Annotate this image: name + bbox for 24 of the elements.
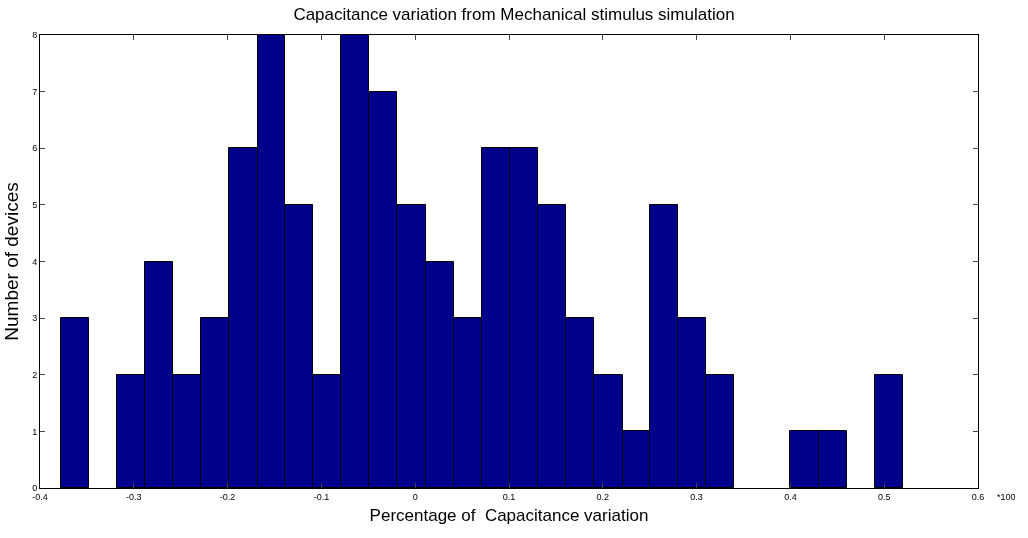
y-tick-label: 6 [32, 143, 38, 154]
x-tick-label: 0.1 [502, 491, 516, 502]
x-tick-label: 0.6 [971, 491, 985, 502]
x-tick-label: 0.2 [596, 491, 610, 502]
y-tick-label: 0 [32, 483, 38, 494]
x-tick-label: 0.3 [690, 491, 703, 502]
x-tick-label: -0.1 [313, 491, 330, 502]
y-tick-label: 5 [32, 200, 38, 211]
x-tick-label: 0 [412, 491, 418, 502]
y-axis-title: Number of devices [1, 182, 23, 341]
chart-title: Capacitance variation from Mechanical stimulus simulation [293, 4, 735, 24]
x-tick-label: -0.2 [219, 491, 236, 502]
x-tick-label: -0.3 [126, 491, 142, 502]
x-axis-title: Percentage of Capacitance variation [369, 506, 649, 526]
text: *100 [997, 492, 1016, 502]
x-tick-label: 0.4 [784, 491, 797, 502]
x-tick-label: 0.5 [877, 491, 891, 502]
y-tick-label: 3 [32, 313, 38, 324]
y-tick-label: 4 [32, 256, 38, 267]
y-tick-label: 7 [32, 86, 38, 97]
x-tick-label: -0.4 [32, 491, 48, 502]
y-tick-label: 8 [32, 30, 38, 41]
y-tick-label: 1 [32, 426, 38, 437]
y-tick-label: 2 [32, 369, 38, 380]
